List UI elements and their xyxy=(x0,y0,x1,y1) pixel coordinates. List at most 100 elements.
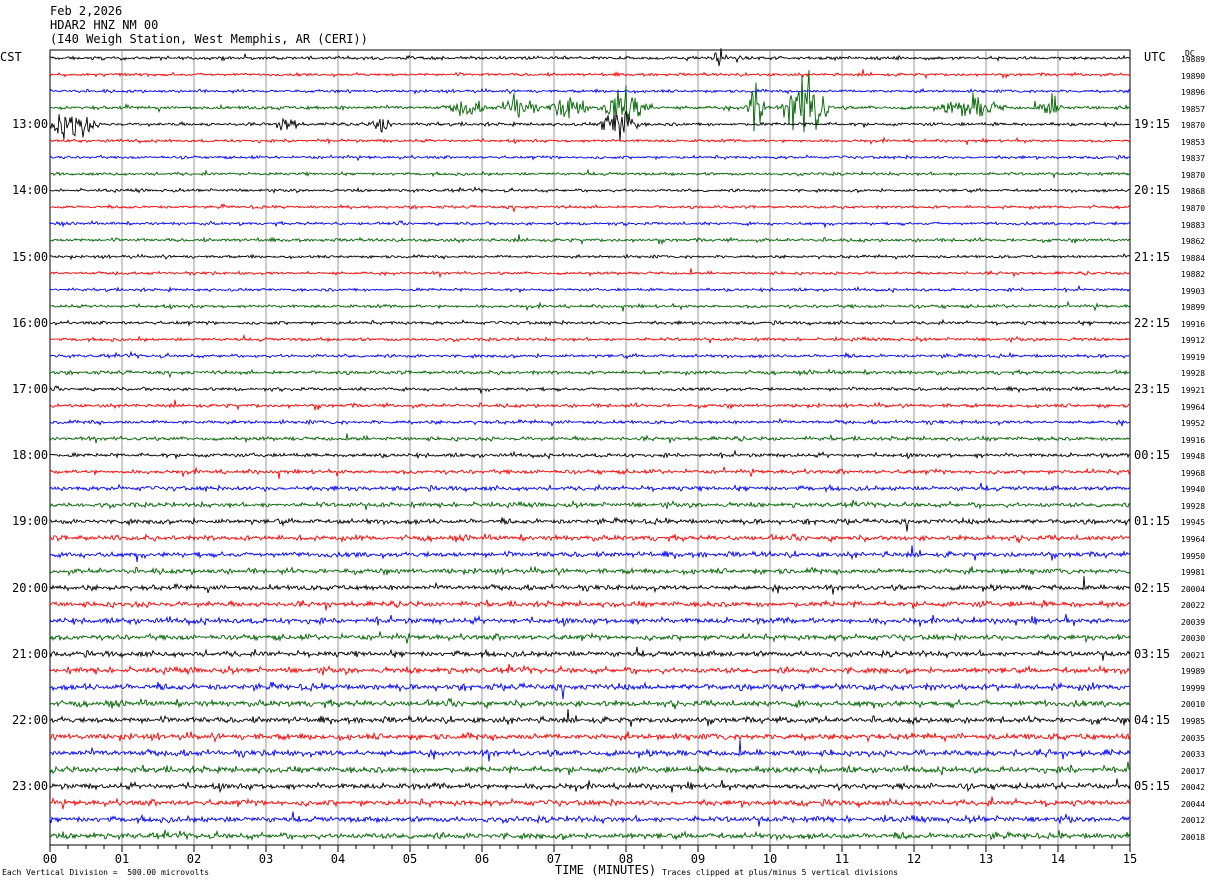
cst-label: CST xyxy=(0,50,22,64)
x-axis-title: TIME (MINUTES) xyxy=(555,863,657,877)
x-tick-label: 15 xyxy=(1123,852,1137,866)
trace-row-35 xyxy=(49,631,1131,644)
dc-value: 19837 xyxy=(1181,154,1206,164)
dc-value: 19985 xyxy=(1181,717,1206,726)
trace-row-6 xyxy=(49,154,1131,162)
scale-note: Each Vertical Division = 500.00 microvol… xyxy=(2,868,210,877)
trace-row-26 xyxy=(49,482,1131,493)
dc-value: 20021 xyxy=(1181,650,1206,660)
trace-row-18 xyxy=(49,350,1131,360)
cst-hour-label: 18:00 xyxy=(12,448,49,463)
x-tick-label: 03 xyxy=(259,852,273,866)
dc-value: 19964 xyxy=(1181,534,1206,544)
dc-value: 19989 xyxy=(1181,667,1206,677)
trace-row-38 xyxy=(49,681,1131,700)
cst-hour-label: 20:00 xyxy=(12,580,49,595)
dc-value: 20030 xyxy=(1181,634,1206,644)
dc-value: 20042 xyxy=(1181,783,1206,793)
trace-row-17 xyxy=(49,333,1131,344)
station-label: HDAR2 HNZ NM 00 xyxy=(50,18,159,32)
cst-hour-label: 22:00 xyxy=(12,713,49,727)
dc-value: 19999 xyxy=(1181,683,1206,693)
dc-value: 19883 xyxy=(1181,220,1206,230)
dc-value: 19950 xyxy=(1181,551,1206,561)
trace-row-7 xyxy=(49,168,1131,180)
dc-value: 19870 xyxy=(1181,170,1206,180)
trace-row-21 xyxy=(49,399,1130,411)
dc-value: 19968 xyxy=(1181,468,1206,478)
utc-hour-label: 00:15 xyxy=(1134,448,1171,463)
utc-hour-label: 02:15 xyxy=(1134,580,1171,595)
trace-row-33 xyxy=(49,599,1131,611)
trace-row-11 xyxy=(49,234,1131,246)
dc-value: 19921 xyxy=(1181,386,1206,395)
dc-value: 19862 xyxy=(1181,237,1206,247)
dc-value: 20035 xyxy=(1181,733,1206,743)
grid xyxy=(49,49,1131,846)
utc-hour-label: 01:15 xyxy=(1134,514,1171,529)
trace-row-3 xyxy=(49,69,1131,133)
cst-hour-label: 15:00 xyxy=(12,249,49,264)
cst-hour-label: 13:00 xyxy=(12,117,49,132)
clip-note: Traces clipped at plus/minus 5 vertical … xyxy=(662,868,899,877)
dc-value: 19853 xyxy=(1181,137,1206,147)
dc-value: 19940 xyxy=(1181,485,1206,495)
dc-value: 19964 xyxy=(1181,402,1206,412)
x-tick-label: 11 xyxy=(835,852,849,866)
trace-row-27 xyxy=(49,499,1131,510)
utc-hour-label: 23:15 xyxy=(1134,382,1171,396)
trace-row-44 xyxy=(49,778,1131,794)
utc-hour-label: 19:15 xyxy=(1134,117,1171,132)
dc-value: 19928 xyxy=(1181,501,1206,511)
x-tick-label: 00 xyxy=(43,852,57,866)
dc-value: 20018 xyxy=(1181,832,1206,842)
dc-value: 19889 xyxy=(1181,55,1206,64)
utc-hour-label: 21:15 xyxy=(1134,249,1171,264)
trace-row-22 xyxy=(49,417,1131,427)
trace-row-10 xyxy=(49,219,1131,229)
trace-row-37 xyxy=(49,663,1131,676)
dc-value: 19952 xyxy=(1181,419,1206,429)
utc-label: UTC xyxy=(1144,50,1166,64)
trace-row-15 xyxy=(49,300,1131,312)
trace-row-8 xyxy=(49,185,1131,194)
utc-hour-label: 22:15 xyxy=(1134,315,1171,330)
cst-hour-label: 14:00 xyxy=(12,183,49,198)
dc-value: 19870 xyxy=(1181,121,1206,131)
dc-value: 19884 xyxy=(1181,253,1206,263)
utc-hour-label: 03:15 xyxy=(1134,646,1171,661)
dc-value: 19870 xyxy=(1181,203,1206,213)
cst-hour-label: 16:00 xyxy=(12,315,49,330)
trace-row-13 xyxy=(49,268,1130,279)
x-tick-label: 07 xyxy=(547,852,561,866)
date-label: Feb 2,2026 xyxy=(50,4,123,18)
dc-label: DC xyxy=(1185,49,1195,58)
x-tick-label: 05 xyxy=(403,852,417,866)
dc-value: 19916 xyxy=(1181,435,1206,445)
dc-value: 20044 xyxy=(1181,799,1206,809)
trace-row-30 xyxy=(49,545,1131,563)
trace-row-5 xyxy=(49,136,1131,145)
dc-value: 19899 xyxy=(1181,303,1206,313)
dc-value: 19928 xyxy=(1181,369,1206,379)
trace-row-24 xyxy=(49,449,1131,460)
trace-row-0 xyxy=(49,48,1131,67)
x-tick-label: 02 xyxy=(187,852,201,866)
x-tick-label: 14 xyxy=(1051,852,1065,866)
trace-row-46 xyxy=(49,811,1131,827)
trace-row-45 xyxy=(49,796,1131,810)
x-tick-label: 12 xyxy=(907,852,921,866)
dc-value: 19868 xyxy=(1181,187,1206,197)
dc-value: 19882 xyxy=(1181,270,1206,280)
trace-row-40 xyxy=(49,709,1131,727)
dc-value: 20039 xyxy=(1181,617,1206,627)
dc-value: 19945 xyxy=(1181,518,1206,528)
dc-value: 19948 xyxy=(1181,452,1206,462)
dc-value: 20022 xyxy=(1181,601,1206,611)
trace-row-1 xyxy=(49,69,1131,80)
cst-hour-label: 21:00 xyxy=(12,646,49,661)
trace-row-41 xyxy=(49,731,1131,744)
trace-row-31 xyxy=(49,565,1131,577)
trace-row-2 xyxy=(49,87,1131,95)
